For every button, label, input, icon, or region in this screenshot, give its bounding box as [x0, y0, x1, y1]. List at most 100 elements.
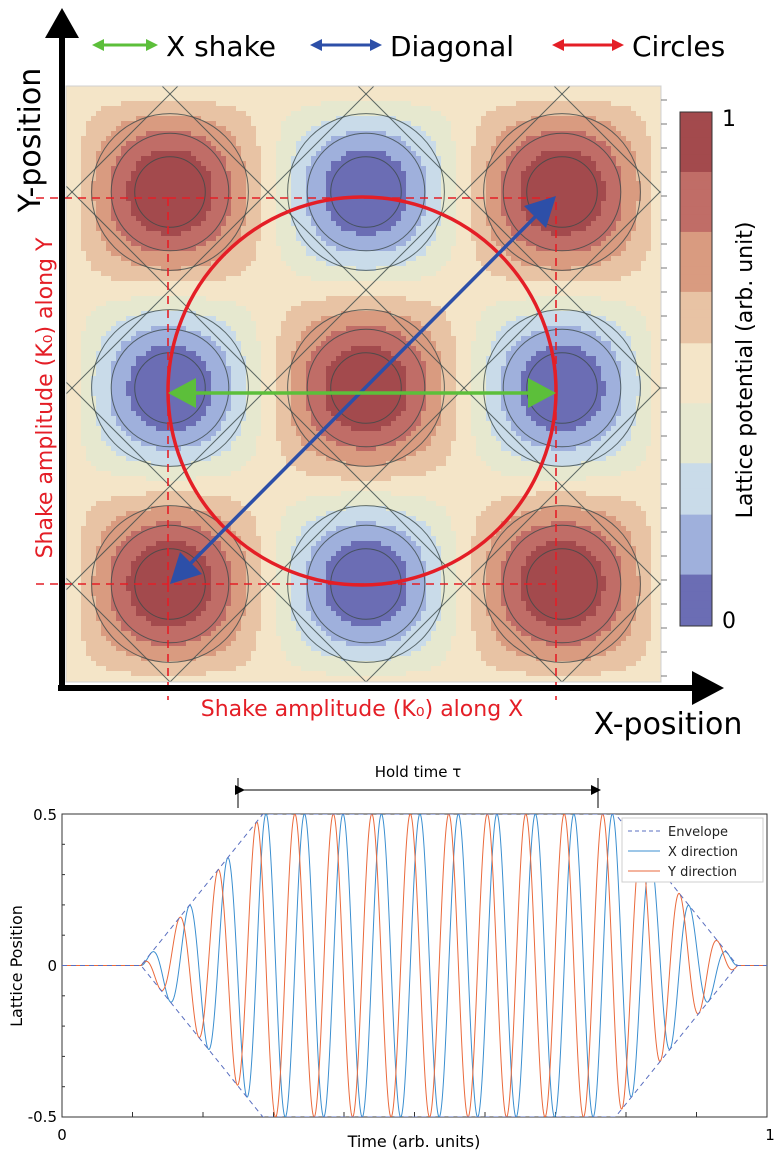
heatmap-cell: [186, 146, 192, 152]
heatmap-cell: [556, 146, 562, 152]
heatmap-cell: [206, 166, 212, 172]
heatmap-cell: [616, 291, 622, 297]
heatmap-cell: [351, 291, 357, 297]
heatmap-cell: [646, 291, 652, 297]
heatmap-cell: [561, 256, 567, 262]
heatmap-cell: [421, 131, 427, 137]
heatmap-cell: [256, 246, 262, 252]
heatmap-cell: [431, 86, 437, 92]
heatmap-cell: [336, 201, 342, 207]
heatmap-cell: [401, 291, 407, 297]
heatmap-cell: [131, 101, 137, 107]
heatmap-cell: [306, 186, 312, 192]
heatmap-cell: [346, 291, 352, 297]
heatmap-cell: [411, 171, 417, 177]
heatmap-cell: [636, 246, 642, 252]
heatmap-cell: [236, 161, 242, 167]
heatmap-cell: [516, 221, 522, 227]
heatmap-cell: [441, 216, 447, 222]
heatmap-cell: [491, 131, 497, 137]
heatmap-cell: [551, 106, 557, 112]
heatmap-cell: [231, 291, 237, 297]
heatmap-cell: [206, 181, 212, 187]
heatmap-cell: [401, 236, 407, 242]
heatmap-cell: [416, 141, 422, 147]
heatmap-cell: [456, 236, 462, 242]
heatmap-cell: [496, 266, 502, 272]
heatmap-cell: [556, 221, 562, 227]
heatmap-cell: [111, 251, 117, 257]
heatmap-cell: [271, 251, 277, 257]
heatmap-cell: [481, 281, 487, 287]
heatmap-cell: [516, 281, 522, 287]
heatmap-cell: [161, 206, 167, 212]
heatmap-cell: [171, 171, 177, 177]
heatmap-cell: [576, 131, 582, 137]
heatmap-cell: [466, 151, 472, 157]
heatmap-cell: [331, 216, 337, 222]
heatmap-cell: [461, 141, 467, 147]
heatmap-cell: [241, 176, 247, 182]
heatmap-cell: [491, 161, 497, 167]
heatmap-cell: [201, 256, 207, 262]
heatmap-cell: [361, 181, 367, 187]
heatmap-cell: [241, 186, 247, 192]
heatmap-cell: [226, 176, 232, 182]
heatmap-cell: [206, 86, 212, 92]
heatmap-cell: [486, 281, 492, 287]
heatmap-cell: [651, 186, 657, 192]
heatmap-cell: [301, 216, 307, 222]
heatmap-cell: [556, 196, 562, 202]
heatmap-cell: [326, 101, 332, 107]
heatmap-cell: [496, 166, 502, 172]
heatmap-cell: [486, 86, 492, 92]
heatmap-cell: [406, 211, 412, 217]
heatmap-cell: [431, 126, 437, 132]
heatmap-cell: [456, 286, 462, 292]
heatmap-cell: [496, 116, 502, 122]
heatmap-cell: [356, 121, 362, 127]
heatmap-cell: [146, 251, 152, 257]
heatmap-cell: [391, 106, 397, 112]
heatmap-cell: [321, 226, 327, 232]
heatmap-cell: [121, 151, 127, 157]
heatmap-cell: [601, 286, 607, 292]
heatmap-cell: [606, 261, 612, 267]
heatmap-cell: [656, 211, 661, 217]
heatmap-cell: [306, 86, 312, 92]
heatmap-cell: [641, 111, 647, 117]
heatmap-cell: [641, 101, 647, 107]
heatmap-cell: [276, 126, 282, 132]
heatmap-cell: [66, 226, 72, 232]
heatmap-cell: [611, 191, 617, 197]
heatmap-cell: [551, 231, 557, 237]
heatmap-cell: [121, 171, 127, 177]
heatmap-cell: [271, 271, 277, 277]
heatmap-cell: [66, 261, 72, 267]
heatmap-cell: [461, 256, 467, 262]
heatmap-cell: [641, 266, 647, 272]
heatmap-cell: [171, 276, 177, 282]
heatmap-cell: [221, 231, 227, 237]
heatmap-cell: [531, 286, 537, 292]
heatmap-cell: [101, 201, 107, 207]
heatmap-cell: [366, 181, 372, 187]
heatmap-cell: [296, 121, 302, 127]
heatmap-cell: [421, 231, 427, 237]
heatmap-cell: [421, 221, 427, 227]
heatmap-cell: [606, 231, 612, 237]
heatmap-cell: [371, 231, 377, 237]
heatmap-cell: [191, 131, 197, 137]
heatmap-cell: [406, 106, 412, 112]
heatmap-cell: [506, 146, 512, 152]
heatmap-cell: [306, 216, 312, 222]
heatmap-cell: [116, 136, 122, 142]
heatmap-cell: [311, 176, 317, 182]
heatmap-cell: [431, 161, 437, 167]
heatmap-cell: [161, 161, 167, 167]
heatmap-cell: [536, 131, 542, 137]
heatmap-cell: [556, 86, 562, 92]
heatmap-cell: [146, 191, 152, 197]
heatmap-cell: [636, 96, 642, 102]
heatmap-cell: [311, 166, 317, 172]
